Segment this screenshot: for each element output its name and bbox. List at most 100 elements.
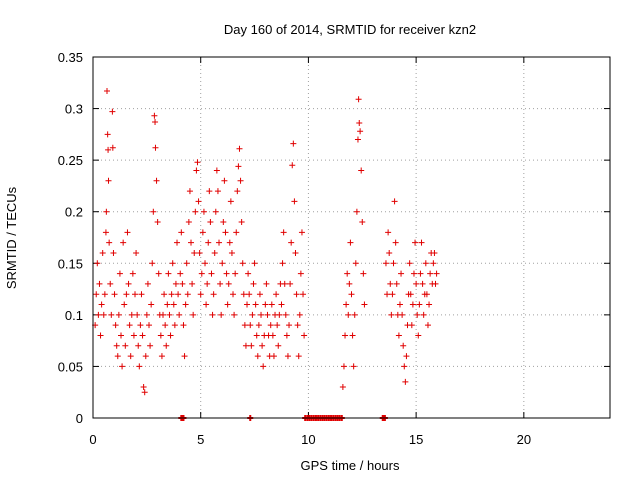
data-point: [183, 260, 190, 267]
data-point: [138, 291, 145, 298]
data-point: [176, 311, 183, 318]
data-point: [282, 311, 289, 318]
data-point: [119, 363, 126, 370]
data-point: [416, 301, 423, 308]
data-point: [124, 229, 131, 236]
data-point: [249, 311, 256, 318]
data-point: [136, 363, 143, 370]
x-tick-label: 5: [197, 432, 204, 447]
data-point: [360, 270, 367, 277]
data-point: [162, 322, 169, 329]
data-point: [396, 301, 403, 308]
data-point: [245, 270, 252, 277]
data-point: [217, 280, 224, 287]
data-point: [248, 342, 255, 349]
data-point: [300, 291, 307, 298]
data-point: [221, 177, 228, 184]
data-point: [104, 88, 111, 95]
data-point: [353, 208, 360, 215]
y-tick-label: 0.35: [58, 50, 83, 65]
data-point: [270, 353, 277, 360]
data-point: [226, 239, 233, 246]
data-point: [264, 311, 271, 318]
data-point: [206, 188, 213, 195]
data-point: [342, 332, 349, 339]
data-point: [340, 363, 347, 370]
data-point: [133, 249, 140, 256]
data-point: [254, 353, 261, 360]
data-point: [279, 260, 286, 267]
data-point: [102, 229, 109, 236]
y-tick-label: 0.1: [65, 308, 83, 323]
data-point: [122, 342, 129, 349]
data-point: [284, 353, 291, 360]
data-point: [141, 389, 148, 396]
data-point: [295, 353, 302, 360]
data-point: [149, 260, 156, 267]
data-point: [166, 311, 173, 318]
data-point: [97, 332, 104, 339]
data-points: [92, 88, 440, 396]
data-point: [391, 198, 398, 205]
data-point: [171, 322, 178, 329]
data-point: [253, 332, 260, 339]
data-point: [106, 239, 113, 246]
data-point: [223, 270, 230, 277]
data-point: [417, 270, 424, 277]
data-point: [357, 128, 364, 135]
y-tick-label: 0.05: [58, 359, 83, 374]
data-point: [209, 311, 216, 318]
data-point: [398, 270, 405, 277]
data-point: [121, 301, 128, 308]
data-point: [134, 311, 141, 318]
data-point: [269, 332, 276, 339]
data-point: [390, 260, 397, 267]
data-point: [213, 167, 220, 174]
data-point: [431, 249, 438, 256]
data-point: [240, 291, 247, 298]
data-point: [220, 219, 227, 226]
chart-title: Day 160 of 2014, SRMTID for receiver kzn…: [224, 22, 476, 37]
data-point: [123, 291, 130, 298]
ticks: [92, 56, 610, 419]
data-point: [354, 136, 361, 143]
x-tick-label: 0: [89, 432, 96, 447]
data-point: [198, 270, 205, 277]
data-point: [422, 260, 429, 267]
data-point: [113, 342, 120, 349]
data-point: [239, 260, 246, 267]
data-point: [402, 378, 409, 385]
data-point: [95, 311, 102, 318]
data-point: [192, 208, 199, 215]
data-point: [430, 260, 437, 267]
data-point: [109, 108, 116, 115]
data-point: [412, 239, 419, 246]
data-point: [184, 291, 191, 298]
data-point: [251, 260, 258, 267]
data-point: [100, 311, 107, 318]
data-point: [168, 291, 175, 298]
data-point: [110, 249, 117, 256]
data-point: [103, 208, 110, 215]
data-point: [101, 291, 108, 298]
data-point: [120, 239, 127, 246]
data-point: [247, 322, 254, 329]
data-point: [423, 291, 430, 298]
data-point: [177, 270, 184, 277]
data-point: [197, 291, 204, 298]
data-point: [142, 353, 149, 360]
data-point: [359, 219, 366, 226]
data-point: [255, 322, 262, 329]
data-point: [214, 188, 221, 195]
data-point: [155, 270, 162, 277]
data-point: [415, 332, 422, 339]
data-point: [388, 311, 395, 318]
data-point: [290, 140, 297, 147]
data-point: [406, 260, 413, 267]
data-point: [432, 280, 439, 287]
data-point: [395, 332, 402, 339]
data-point: [152, 118, 159, 125]
data-point: [200, 208, 207, 215]
data-point: [126, 322, 133, 329]
data-point: [297, 270, 304, 277]
